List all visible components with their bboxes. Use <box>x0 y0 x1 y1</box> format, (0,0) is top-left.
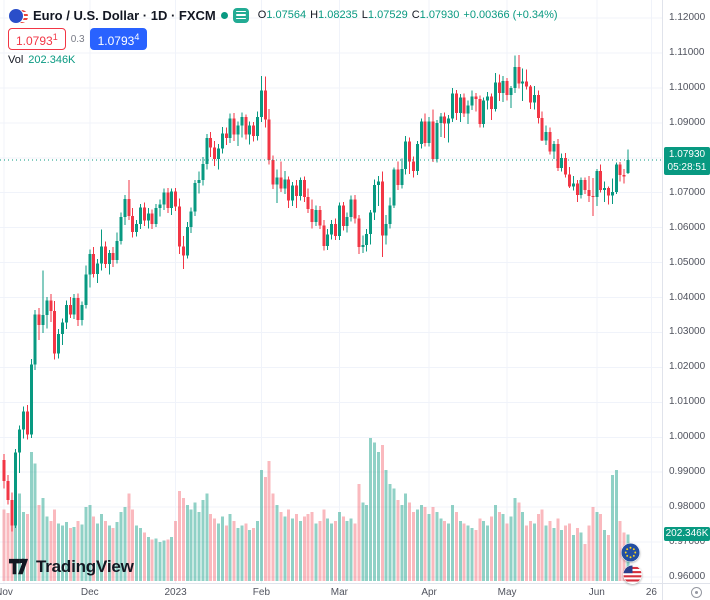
time-tick-label: Jun <box>588 587 605 598</box>
price-tick-label: 1.09000 <box>669 116 706 128</box>
axis-corner <box>662 583 710 600</box>
sell-price: 1.0793 <box>16 34 53 48</box>
buy-price-sup: 4 <box>134 32 140 42</box>
ohlc-readout: O1.07564 H1.08235 L1.07529 C1.07930 +0.00366… <box>258 9 558 21</box>
volume-readout: Vol 202.346K <box>8 54 558 66</box>
timezone-icon[interactable] <box>691 586 702 598</box>
ohlc-low-label: L <box>361 9 368 21</box>
price-tick-label: 1.01000 <box>669 396 706 408</box>
price-tick-label: 1.06000 <box>669 221 706 233</box>
price-tick-label: 1.02000 <box>669 361 706 373</box>
price-tick-label: 1.00000 <box>669 431 706 443</box>
volume-axis-badge: 202.346K <box>664 527 710 541</box>
ohlc-change-value: +0.00366 (+0.34%) <box>463 9 558 21</box>
price-tick-label: 1.04000 <box>669 291 706 303</box>
price-tick-label: 0.99000 <box>669 466 706 478</box>
ohlc-high-label: H <box>310 9 319 21</box>
buy-price: 1.0793 <box>97 34 135 48</box>
market-status-dot <box>220 11 228 19</box>
eu-flag-event-icon[interactable] <box>621 543 640 562</box>
time-tick-label: Nov <box>0 587 13 598</box>
time-tick-label: Apr <box>421 587 437 598</box>
ohlc-low-value: 1.07529 <box>367 9 408 21</box>
us-flag-graphic <box>623 565 642 584</box>
price-tick-label: 1.11000 <box>669 46 705 58</box>
price-tick-label: 1.07000 <box>669 186 706 198</box>
ohlc-open-value: 1.07564 <box>266 9 307 21</box>
last-price-badge: 1.07930 05:28:51 <box>664 147 710 175</box>
time-tick-label: Feb <box>252 587 271 598</box>
sell-button[interactable]: 1.07931 <box>8 28 66 50</box>
time-tick-label: May <box>497 587 517 598</box>
time-tick-label: Dec <box>80 587 99 598</box>
eu-flag-graphic <box>621 543 640 562</box>
volume-bars <box>2 437 630 581</box>
price-tick-label: 1.03000 <box>669 326 706 338</box>
tradingview-logo[interactable]: TradingView <box>8 557 134 577</box>
price-tick-label: 1.10000 <box>669 81 706 93</box>
volume-label: Vol <box>8 54 24 66</box>
price-tick-label: 0.97000 <box>669 536 706 548</box>
quotes-panel-icon[interactable] <box>232 7 249 23</box>
time-tick-label: Mar <box>330 587 349 598</box>
candles <box>2 55 630 532</box>
ohlc-close-label: C <box>411 9 420 21</box>
price-tick-label: 1.12000 <box>669 12 706 23</box>
tradingview-logo-text: TradingView <box>36 557 134 576</box>
symbol-row: Euro / U.S. Dollar · 1D · FXCM O1.07564 H… <box>8 5 558 25</box>
bar-countdown: 05:28:51 <box>667 162 707 173</box>
eu-flag-circle-icon <box>8 7 24 24</box>
us-flag-event-icon[interactable] <box>623 565 642 584</box>
time-axis[interactable]: Nov Dec 2023 Feb Mar Apr May Jun 26 <box>0 583 662 600</box>
last-price-value: 1.07930 <box>668 149 706 160</box>
symbol-logo-icon[interactable] <box>8 7 29 24</box>
price-axis[interactable]: 1.07930 05:28:51 202.346K 1.12000 1.11000… <box>662 0 710 583</box>
buy-button[interactable]: 1.07934 <box>89 28 148 50</box>
ohlc-close-value: 1.07930 <box>419 9 460 21</box>
price-tick-label: 0.98000 <box>669 501 706 513</box>
candlestick-chart[interactable] <box>0 0 662 583</box>
sell-price-sup: 1 <box>52 32 58 42</box>
grid-lines <box>0 0 662 583</box>
price-tick-label: 1.05000 <box>669 256 706 268</box>
price-tick-label: 0.96000 <box>669 571 706 583</box>
symbol-legend: Euro / U.S. Dollar · 1D · FXCM O1.07564 H… <box>8 5 558 66</box>
time-tick-label: 2023 <box>164 587 187 598</box>
tradingview-logo-icon <box>9 558 29 575</box>
symbol-title[interactable]: Euro / U.S. Dollar · 1D · FXCM <box>33 7 216 23</box>
ohlc-high-value: 1.08235 <box>318 9 358 21</box>
volume-value: 202.346K <box>28 54 76 66</box>
time-tick-label: 26 <box>645 587 657 598</box>
spread-value: 0.3 <box>70 33 85 45</box>
trade-buttons-row: 1.07931 0.3 1.07934 <box>8 28 558 50</box>
ohlc-open-label: O <box>257 9 267 21</box>
